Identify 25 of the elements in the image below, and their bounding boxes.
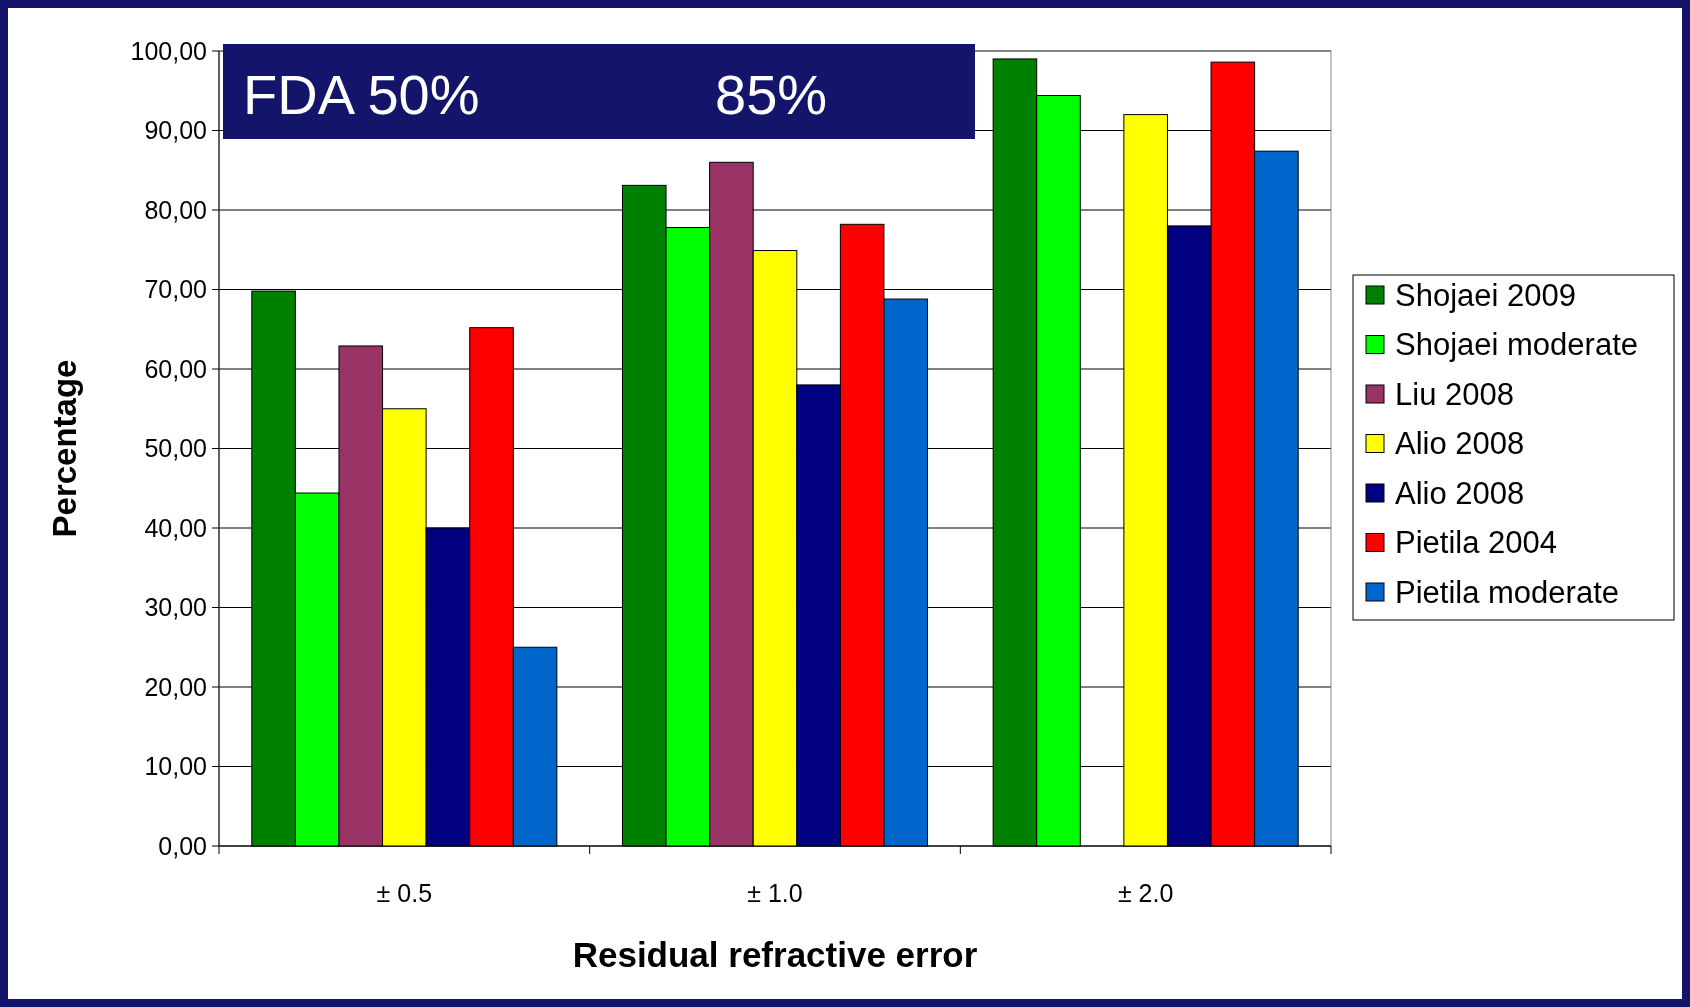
x-tick-label: ± 2.0 (1117, 879, 1174, 907)
y-tick-label: 0,00 (158, 831, 207, 860)
legend-label: Alio 2008 (1395, 475, 1525, 511)
annotation: FDA 50% (243, 63, 480, 126)
y-tick-label: 40,00 (144, 513, 207, 542)
y-tick-label: 60,00 (144, 354, 207, 383)
legend-label: Pietila moderate (1395, 574, 1620, 610)
y-tick-label: 90,00 (144, 116, 207, 145)
y-tick-label: 20,00 (144, 672, 207, 701)
y-tick-label: 50,00 (144, 434, 207, 463)
annotation: 85% (715, 63, 828, 126)
y-tick-label: 80,00 (144, 195, 207, 224)
y-axis-title: Percentage (46, 359, 83, 538)
x-tick-label: ± 0.5 (376, 879, 433, 907)
legend-label: Shojaei 2009 (1395, 277, 1576, 313)
legend-label: Liu 2008 (1395, 376, 1514, 412)
legend-label: Pietila 2004 (1395, 525, 1558, 561)
legend-label: Alio 2008 (1395, 426, 1525, 462)
x-axis-title: Residual refractive error (572, 935, 978, 974)
x-tick-label: ± 1.0 (747, 879, 803, 907)
y-tick-label: 30,00 (144, 593, 207, 622)
legend-label: Shojaei moderate (1395, 327, 1638, 363)
y-tick-label: 100,00 (130, 36, 207, 65)
y-tick-label: 70,00 (144, 275, 207, 304)
y-tick-label: 10,00 (144, 752, 207, 781)
